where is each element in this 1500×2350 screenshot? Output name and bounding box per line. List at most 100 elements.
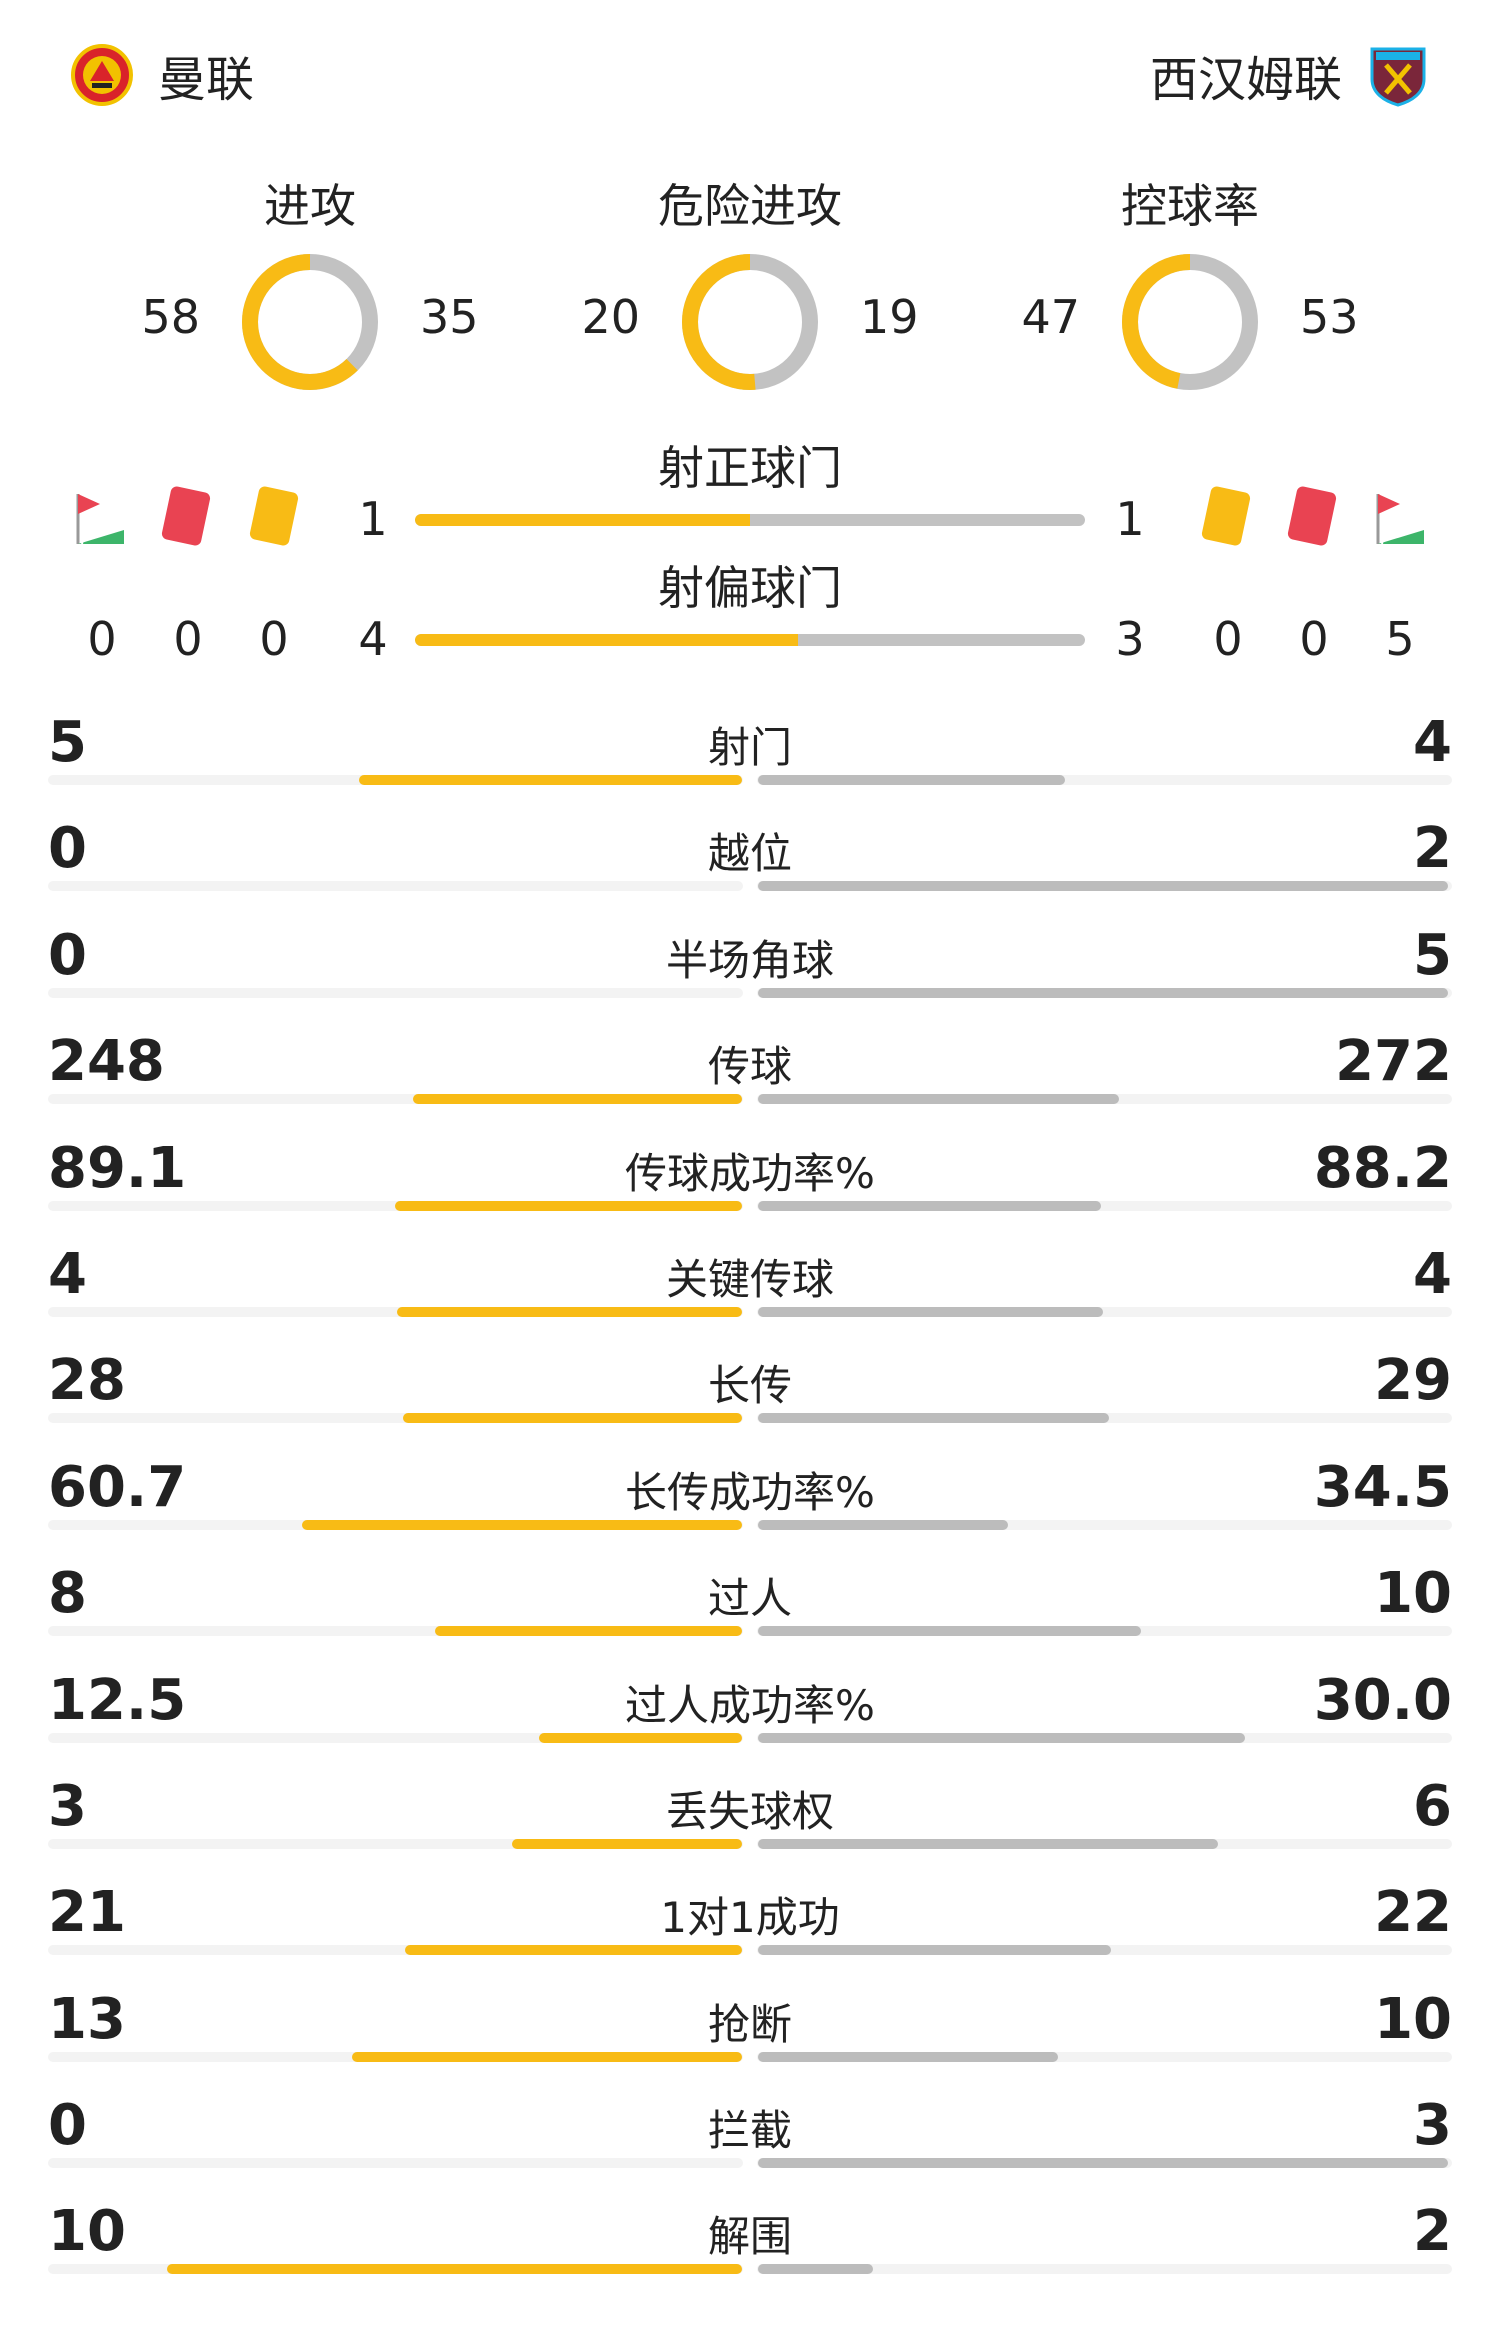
stat-away-track (757, 1200, 1452, 1211)
stat-label: 射门 (707, 723, 792, 772)
ring-away-value: 53 (1300, 290, 1359, 344)
ring-chart (682, 254, 818, 390)
stat-home-track (48, 1626, 743, 1637)
stat-label: 1对1成功 (660, 1893, 840, 1943)
stat-home-value: 8 (48, 1561, 87, 1627)
stat-home-track (48, 1306, 743, 1317)
stat-home-value: 89.1 (48, 1135, 187, 1201)
stat-label: 传球 (707, 1042, 792, 1092)
stat-home-track (48, 881, 743, 892)
stat-label: 抢断 (707, 1999, 792, 2049)
stat-home-bar (512, 1838, 742, 1849)
stat-away-value: 2 (1413, 2199, 1452, 2265)
stat-away-bar (758, 1732, 1246, 1743)
shots-off-target-home: 4 (358, 612, 388, 666)
ring-away-value: 35 (420, 290, 479, 344)
stat-away-bar (758, 1413, 1110, 1424)
ring-home-arc (1122, 254, 1258, 390)
home-corner-flag-icon (76, 494, 124, 545)
stat-home-bar (358, 775, 742, 785)
stat-row: 0 越位 2 (48, 806, 1452, 912)
stat-away-value: 10 (1374, 1986, 1452, 2052)
stat-home-value: 13 (48, 1986, 126, 2052)
stat-home-bar (435, 1626, 742, 1637)
stat-label: 过人 (707, 1574, 792, 1624)
away-team-name: 西汉姆联 (1149, 52, 1342, 108)
stat-away-value: 88.2 (1313, 1135, 1452, 1201)
stat-away-bar (758, 1306, 1103, 1317)
stat-away-bar (758, 1945, 1112, 1956)
stat-row: 60.7 长传成功率% 34.5 (48, 1445, 1452, 1551)
stat-home-track (48, 1413, 743, 1424)
man-utd-crest-icon (71, 44, 133, 106)
shots-on-target-label: 射正球门 (658, 441, 842, 495)
stat-away-value: 4 (1413, 1241, 1452, 1307)
away-corners-count: 5 (1385, 612, 1415, 666)
home-yellow-card-icon (249, 486, 299, 546)
stat-home-bar (397, 1306, 742, 1317)
stat-label: 过人成功率% (625, 1680, 875, 1730)
stats-list: 5 射门 4 0 越位 2 0 半场角球 5 248 传球 272 89.1 传球成功率% 88.2 4 关键传… (48, 700, 1452, 2296)
stat-home-value: 28 (48, 1348, 126, 1414)
stat-row: 13 抢断 10 (48, 1977, 1452, 2083)
stat-home-bar (395, 1200, 742, 1211)
stat-home-track (48, 1094, 743, 1105)
stat-home-value: 3 (48, 1773, 87, 1839)
stat-away-bar (758, 1519, 1009, 1530)
stat-label: 越位 (707, 829, 792, 879)
ring-home-value: 58 (141, 290, 200, 344)
stat-home-value: 10 (48, 2199, 126, 2265)
stat-away-value: 29 (1374, 1348, 1452, 1414)
stat-away-value: 10 (1374, 1561, 1452, 1627)
stat-away-value: 22 (1374, 1880, 1452, 1946)
stat-home-value: 0 (48, 922, 87, 988)
stat-row: 21 1对1成功 22 (48, 1870, 1452, 1976)
stat-away-value: 30.0 (1313, 1667, 1452, 1733)
ring-chart (1122, 254, 1258, 390)
away-yellow-card-icon (1201, 486, 1251, 546)
home-team[interactable]: 曼联 (70, 40, 254, 110)
away-corner-flag-icon (1376, 494, 1424, 545)
away-red-card-icon (1287, 486, 1337, 546)
stat-label: 长传成功率% (625, 1467, 875, 1517)
stat-label: 拦截 (707, 2106, 792, 2156)
stat-away-track (757, 1519, 1452, 1530)
stat-home-bar (403, 1413, 742, 1424)
stat-row: 4 关键传球 4 (48, 1232, 1452, 1338)
stat-row: 10 解围 2 (48, 2189, 1452, 2295)
stat-away-value: 5 (1413, 922, 1452, 988)
shots-off-target-away: 3 (1115, 612, 1145, 666)
home-red-card-icon (161, 486, 211, 546)
stat-home-track (48, 1838, 743, 1849)
stat-home-bar (302, 1519, 742, 1530)
shots-on-target-away: 1 (1115, 492, 1145, 546)
stat-home-track (48, 1945, 743, 1956)
stat-label: 关键传球 (665, 1254, 834, 1304)
stat-away-bar (758, 881, 1448, 892)
stat-home-bar (412, 1094, 742, 1105)
stat-row: 5 射门 4 (48, 700, 1452, 806)
ring-stat: 控球率 47 53 (970, 170, 1410, 400)
stat-label: 半场角球 (665, 935, 834, 985)
stat-home-track (48, 1732, 743, 1743)
ring-home-value: 20 (581, 290, 640, 344)
stat-away-value: 34.5 (1313, 1454, 1452, 1520)
stat-home-value: 5 (48, 710, 87, 775)
ring-title: 进攻 (264, 179, 356, 233)
home-red-count: 0 (173, 612, 203, 666)
stat-row: 3 丢失球权 6 (48, 1764, 1452, 1870)
stat-home-bar (405, 1945, 742, 1956)
stat-label: 丢失球权 (665, 1786, 834, 1836)
away-team[interactable]: 西汉姆联 (1150, 40, 1430, 110)
home-team-name: 曼联 (158, 52, 255, 108)
stat-home-track (48, 2158, 743, 2169)
away-red-count: 0 (1299, 612, 1329, 666)
stat-row: 8 过人 10 (48, 1551, 1452, 1657)
home-corners-count: 0 (87, 612, 117, 666)
ring-title: 控球率 (1121, 179, 1259, 233)
stat-away-track (757, 775, 1452, 785)
stat-away-track (757, 2264, 1452, 2275)
stat-row: 0 半场角球 5 (48, 913, 1452, 1019)
shots-on-target-fill (415, 514, 750, 526)
stat-home-value: 12.5 (48, 1667, 187, 1733)
